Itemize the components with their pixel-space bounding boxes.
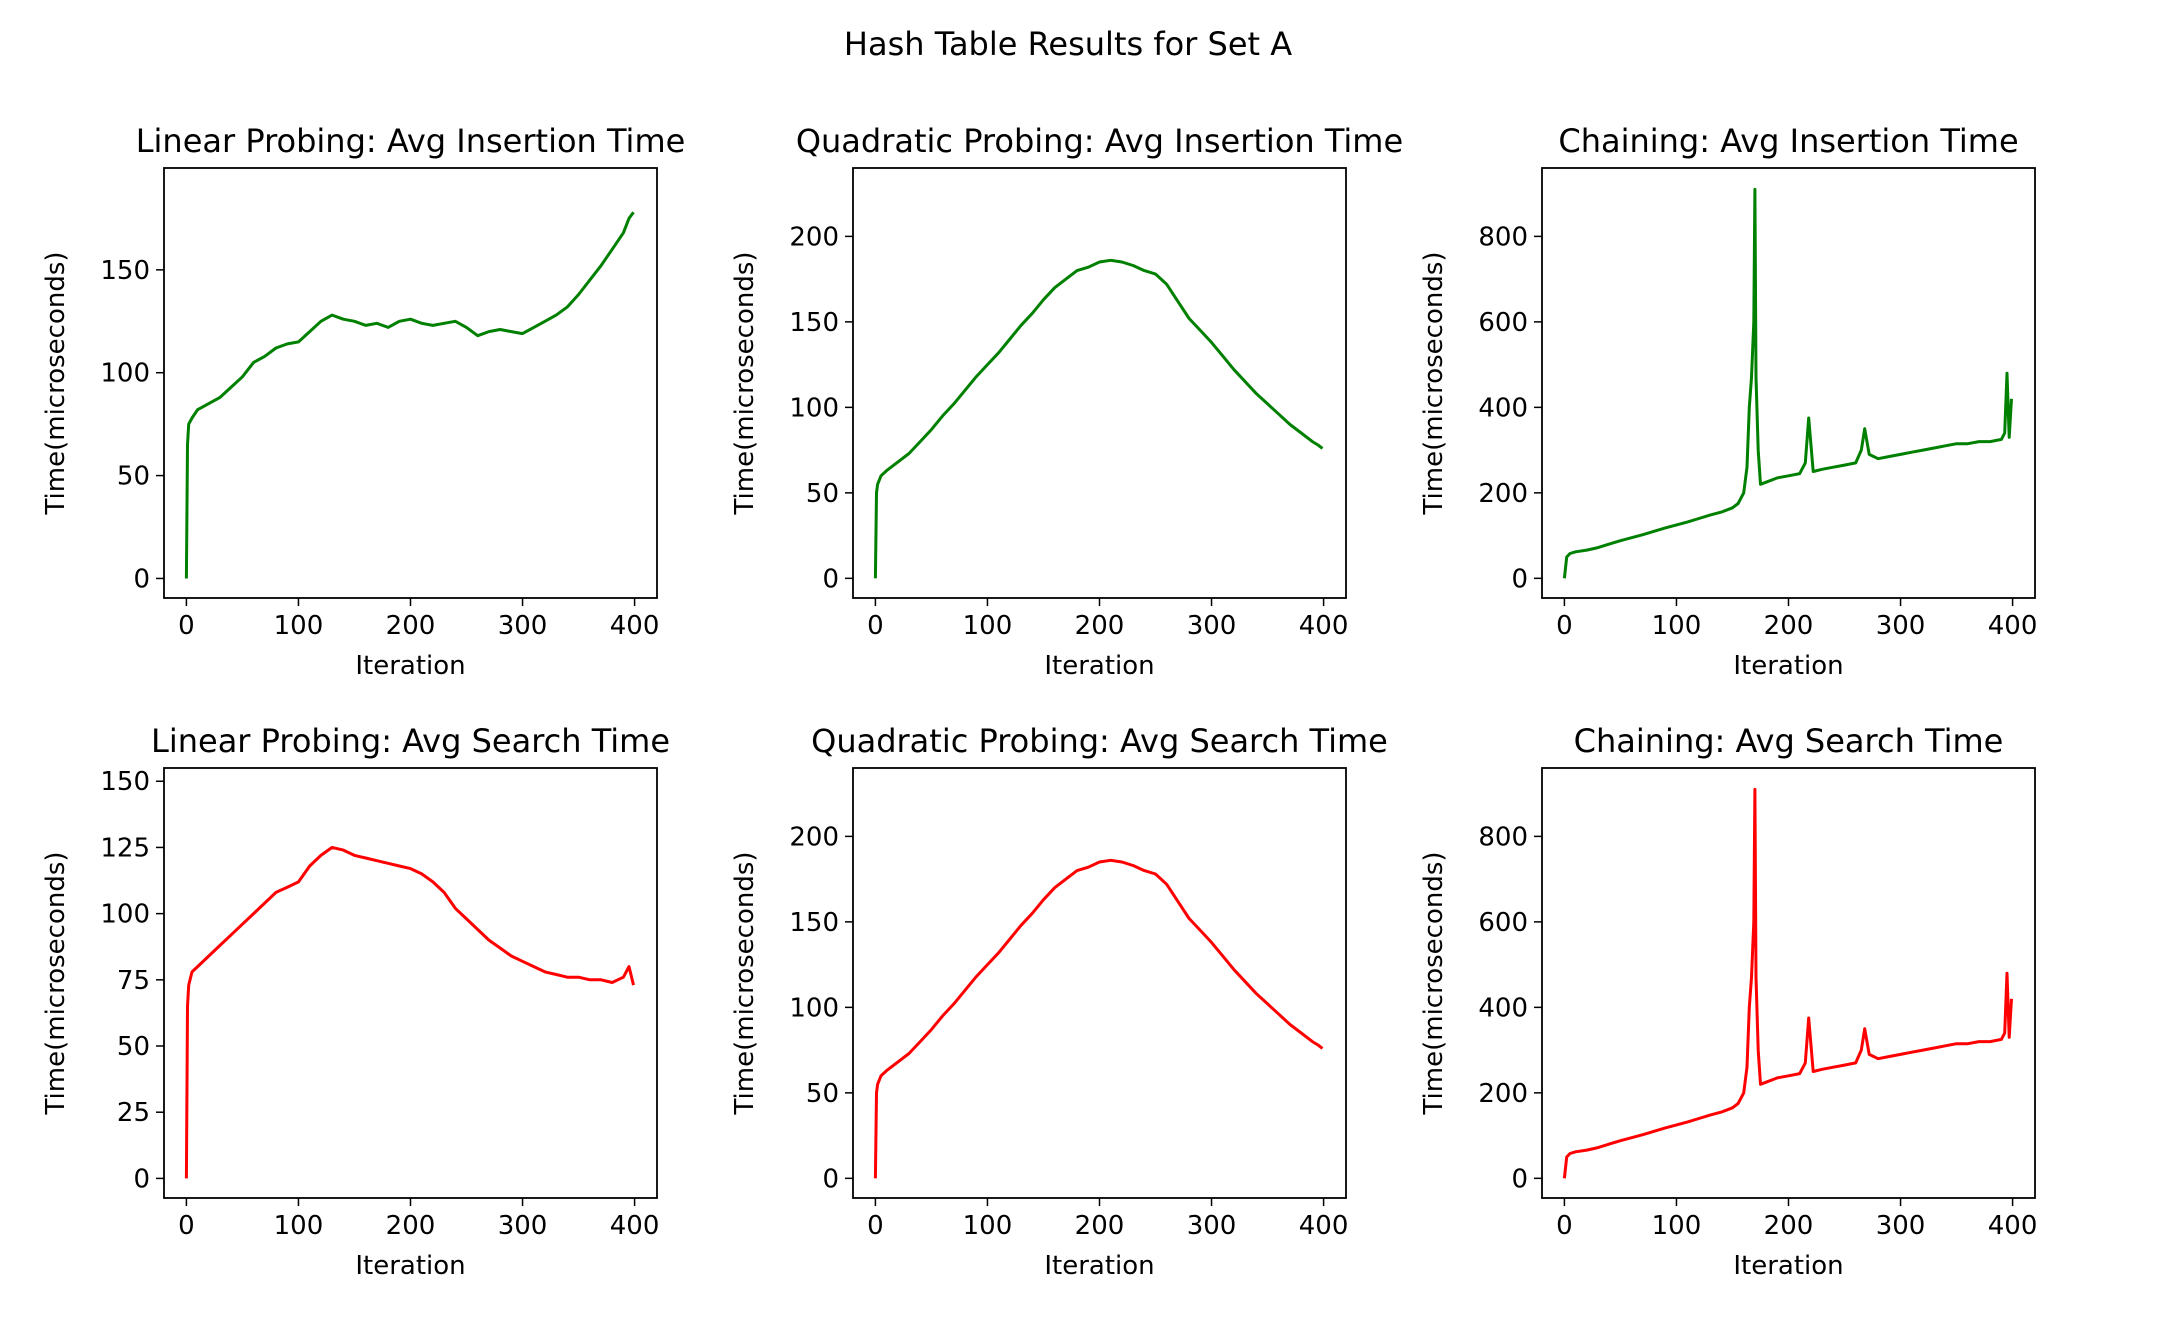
x-tick-label: 200 [1764,1211,1814,1241]
subplot-1: 0 100 200 300 400 0 50 100 150 Linear Probing: Av… [41,122,685,681]
x-tick-label: 300 [498,1211,548,1241]
series-line [873,858,1324,1179]
y-tick-label: 200 [789,822,839,852]
series-line [184,845,635,1179]
x-tick-label: 0 [867,611,884,641]
y-tick-label: 0 [133,564,150,594]
y-tick-label: 100 [100,900,150,930]
subplot-title: Linear Probing: Avg Search Time [151,722,670,760]
subplot-title: Linear Probing: Avg Insertion Time [136,122,686,160]
x-tick-label: 400 [1988,1211,2038,1241]
x-tick-label: 0 [178,611,195,641]
y-axis-label: Time(microseconds) [730,851,760,1115]
y-tick-label: 150 [100,767,150,797]
plot-frame [163,767,658,1199]
figure-suptitle: Hash Table Results for Set A [844,25,1292,63]
subplot-5: 0 100 200 300 400 0 50 100 150 200 Quadratic Probi… [730,722,1388,1281]
x-tick-label: 0 [1556,1211,1573,1241]
y-tick-label: 200 [1478,1079,1528,1109]
series-line [873,258,1324,579]
x-tick-label: 200 [1764,611,1814,641]
plot-frame [1541,767,2036,1199]
x-tick-label: 100 [963,1211,1013,1241]
x-axis-label: Iteration [355,651,465,681]
y-tick-label: 200 [1478,479,1528,509]
x-tick-label: 100 [274,1211,324,1241]
series-line [1562,787,2013,1179]
x-tick-label: 0 [1556,611,1573,641]
x-tick-label: 200 [386,1211,436,1241]
x-tick-label: 100 [274,611,324,641]
x-tick-label: 400 [1299,611,1349,641]
y-tick-label: 200 [789,222,839,252]
y-tick-label: 100 [100,359,150,389]
y-tick-label: 0 [822,1164,839,1194]
y-tick-label: 50 [806,1079,839,1109]
y-tick-label: 800 [1478,822,1528,852]
y-axis-label: Time(microseconds) [730,251,760,515]
x-tick-label: 300 [1187,1211,1237,1241]
y-tick-label: 50 [117,1032,150,1062]
y-tick-label: 75 [117,966,150,996]
series-line [184,211,635,579]
subplot-title: Quadratic Probing: Avg Insertion Time [796,122,1403,160]
x-tick-label: 100 [1652,1211,1702,1241]
x-tick-label: 400 [610,611,660,641]
y-tick-label: 400 [1478,993,1528,1023]
y-axis-label: Time(microseconds) [41,251,71,515]
y-tick-label: 100 [789,393,839,423]
subplot-3: 0 100 200 300 400 0 200 400 600 800 Chaining: Avg … [1419,122,2037,681]
y-tick-label: 600 [1478,908,1528,938]
plot-frame [163,167,658,599]
subplot-6: 0 100 200 300 400 0 200 400 600 800 Chaining: Avg … [1419,722,2037,1281]
y-tick-label: 800 [1478,222,1528,252]
y-tick-label: 125 [100,833,150,863]
y-tick-label: 0 [1511,1164,1528,1194]
subplot-title: Chaining: Avg Insertion Time [1558,122,2018,160]
y-axis-label: Time(microseconds) [41,851,71,1115]
x-tick-label: 400 [1299,1211,1349,1241]
x-tick-label: 300 [1876,611,1926,641]
y-tick-label: 150 [789,908,839,938]
y-tick-label: 100 [789,993,839,1023]
y-tick-label: 50 [117,462,150,492]
y-axis-label: Time(microseconds) [1419,251,1449,515]
x-tick-label: 200 [1075,1211,1125,1241]
x-tick-label: 400 [610,1211,660,1241]
x-tick-label: 100 [963,611,1013,641]
series-line [1562,187,2013,579]
x-tick-label: 200 [386,611,436,641]
plot-frame [852,167,1347,599]
plot-frame [1541,167,2036,599]
x-tick-label: 300 [1876,1211,1926,1241]
x-tick-label: 100 [1652,611,1702,641]
x-tick-label: 200 [1075,611,1125,641]
x-tick-label: 400 [1988,611,2038,641]
plot-frame [852,767,1347,1199]
x-tick-label: 300 [1187,611,1237,641]
x-tick-label: 0 [867,1211,884,1241]
x-tick-label: 0 [178,1211,195,1241]
y-tick-label: 0 [1511,564,1528,594]
y-tick-label: 50 [806,479,839,509]
x-axis-label: Iteration [1733,651,1843,681]
y-tick-label: 25 [117,1098,150,1128]
subplot-title: Quadratic Probing: Avg Search Time [811,722,1388,760]
x-axis-label: Iteration [1044,1251,1154,1281]
subplot-title: Chaining: Avg Search Time [1574,722,2004,760]
y-tick-label: 150 [100,256,150,286]
x-tick-label: 300 [498,611,548,641]
y-tick-label: 150 [789,308,839,338]
y-tick-label: 0 [822,564,839,594]
y-tick-label: 600 [1478,308,1528,338]
subplot-2: 0 100 200 300 400 0 50 100 150 200 Quadratic Probi… [730,122,1403,681]
x-axis-label: Iteration [1044,651,1154,681]
y-tick-label: 400 [1478,393,1528,423]
x-axis-label: Iteration [355,1251,465,1281]
y-tick-label: 0 [133,1164,150,1194]
x-axis-label: Iteration [1733,1251,1843,1281]
y-axis-label: Time(microseconds) [1419,851,1449,1115]
